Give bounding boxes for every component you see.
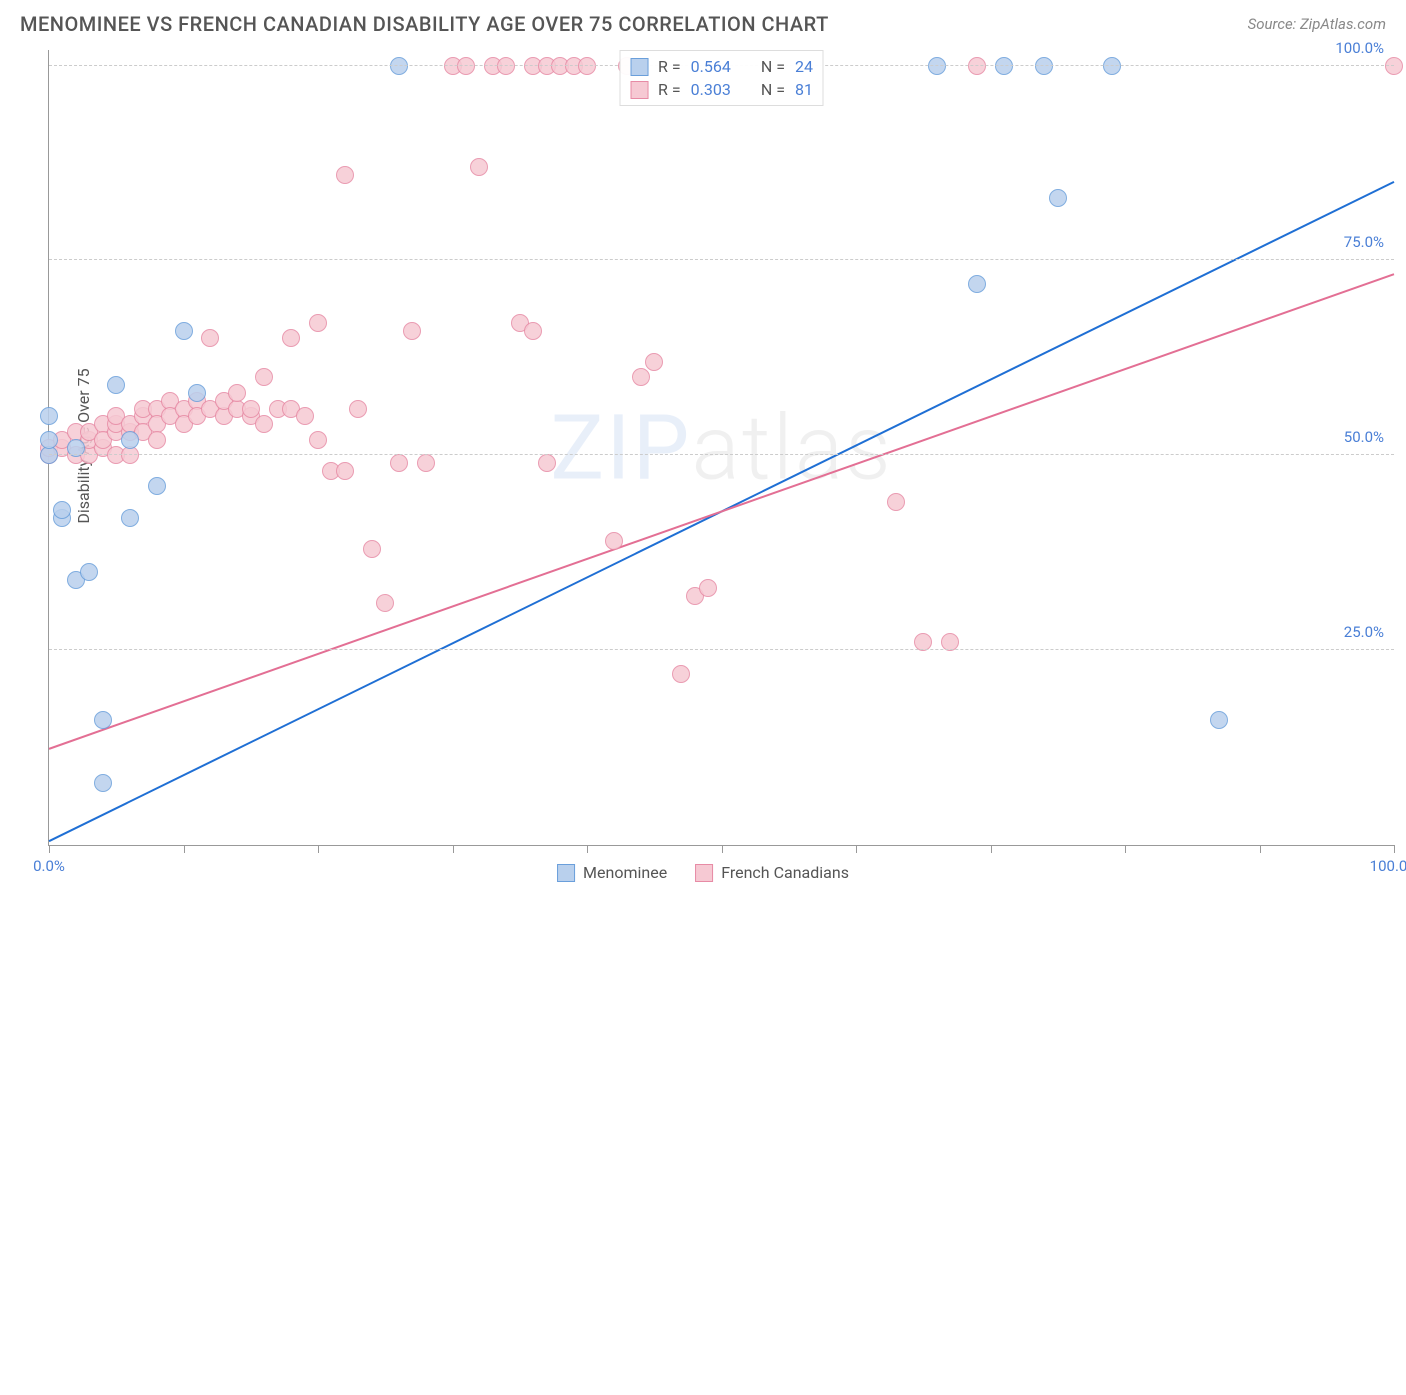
y-tick-label: 25.0% bbox=[1344, 623, 1384, 641]
data-point bbox=[228, 384, 246, 402]
x-tick bbox=[1125, 845, 1126, 853]
data-point bbox=[538, 454, 556, 472]
data-point bbox=[363, 540, 381, 558]
legend-item: French Canadians bbox=[695, 863, 849, 882]
legend-series-name: Menominee bbox=[583, 863, 667, 882]
x-tick bbox=[318, 845, 319, 853]
legend-row: R = 0.303 N = 81 bbox=[630, 78, 813, 101]
x-tick bbox=[1394, 845, 1395, 853]
data-point bbox=[349, 400, 367, 418]
x-tick bbox=[722, 845, 723, 853]
data-point bbox=[645, 353, 663, 371]
data-point bbox=[201, 329, 219, 347]
legend-swatch bbox=[557, 864, 575, 882]
data-point bbox=[148, 431, 166, 449]
data-point bbox=[255, 368, 273, 386]
legend-r-value: 0.564 bbox=[691, 57, 731, 76]
x-tick bbox=[1260, 845, 1261, 853]
y-tick-label: 50.0% bbox=[1344, 428, 1384, 446]
data-point bbox=[497, 57, 515, 75]
data-point bbox=[94, 774, 112, 792]
x-tick bbox=[991, 845, 992, 853]
data-point bbox=[672, 665, 690, 683]
data-point bbox=[282, 329, 300, 347]
legend-swatch bbox=[630, 58, 648, 76]
data-point bbox=[40, 407, 58, 425]
data-point bbox=[175, 322, 193, 340]
series-legend: Menominee French Canadians bbox=[557, 863, 849, 882]
data-point bbox=[578, 57, 596, 75]
x-tick-label: 100.0% bbox=[1370, 857, 1406, 875]
legend-item: Menominee bbox=[557, 863, 667, 882]
data-point bbox=[699, 579, 717, 597]
data-point bbox=[1049, 189, 1067, 207]
legend-n-value: 24 bbox=[795, 57, 813, 76]
data-point bbox=[121, 446, 139, 464]
legend-n-label: N = bbox=[761, 57, 785, 76]
data-point bbox=[470, 158, 488, 176]
legend-row: R = 0.564 N = 24 bbox=[630, 55, 813, 78]
data-point bbox=[40, 431, 58, 449]
data-point bbox=[968, 275, 986, 293]
gridline bbox=[49, 454, 1394, 455]
data-point bbox=[107, 376, 125, 394]
data-point bbox=[80, 563, 98, 581]
data-point bbox=[296, 407, 314, 425]
x-tick-label: 0.0% bbox=[33, 857, 65, 875]
legend-r-label: R = bbox=[658, 57, 681, 76]
data-point bbox=[53, 501, 71, 519]
legend-swatch bbox=[695, 864, 713, 882]
gridline bbox=[49, 649, 1394, 650]
x-tick bbox=[49, 845, 50, 853]
data-point bbox=[928, 57, 946, 75]
plot-area bbox=[49, 50, 1394, 845]
x-tick bbox=[453, 845, 454, 853]
data-point bbox=[1385, 57, 1403, 75]
data-point bbox=[309, 431, 327, 449]
data-point bbox=[524, 322, 542, 340]
data-point bbox=[457, 57, 475, 75]
data-point bbox=[1035, 57, 1053, 75]
chart-title: MENOMINEE VS FRENCH CANADIAN DISABILITY … bbox=[20, 12, 829, 36]
data-point bbox=[403, 322, 421, 340]
data-point bbox=[1103, 57, 1121, 75]
legend-r-label: R = bbox=[658, 80, 681, 99]
data-point bbox=[632, 368, 650, 386]
y-tick-label: 100.0% bbox=[1335, 39, 1384, 57]
data-point bbox=[390, 454, 408, 472]
data-point bbox=[390, 57, 408, 75]
data-point bbox=[995, 57, 1013, 75]
x-tick bbox=[587, 845, 588, 853]
source-attribution: Source: ZipAtlas.com bbox=[1248, 15, 1386, 33]
data-point bbox=[255, 415, 273, 433]
data-point bbox=[417, 454, 435, 472]
data-point bbox=[1210, 711, 1228, 729]
data-point bbox=[121, 509, 139, 527]
legend-r-value: 0.303 bbox=[691, 80, 731, 99]
legend-swatch bbox=[630, 81, 648, 99]
y-tick-label: 75.0% bbox=[1344, 233, 1384, 251]
data-point bbox=[121, 431, 139, 449]
data-point bbox=[242, 400, 260, 418]
data-point bbox=[887, 493, 905, 511]
legend-series-name: French Canadians bbox=[721, 863, 849, 882]
data-point bbox=[376, 594, 394, 612]
x-tick bbox=[856, 845, 857, 853]
data-point bbox=[148, 477, 166, 495]
legend-n-value: 81 bbox=[795, 80, 813, 99]
x-tick bbox=[184, 845, 185, 853]
data-point bbox=[309, 314, 327, 332]
data-point bbox=[188, 384, 206, 402]
data-point bbox=[40, 446, 58, 464]
data-point bbox=[336, 462, 354, 480]
data-point bbox=[336, 166, 354, 184]
gridline bbox=[49, 259, 1394, 260]
data-point bbox=[968, 57, 986, 75]
correlation-legend: R = 0.564 N = 24 R = 0.303 N = 81 bbox=[619, 50, 824, 106]
legend-n-label: N = bbox=[761, 80, 785, 99]
data-point bbox=[605, 532, 623, 550]
data-point bbox=[94, 711, 112, 729]
scatter-chart: ZIPatlas R = 0.564N = 24R = 0.303N = 81 … bbox=[48, 50, 1394, 846]
